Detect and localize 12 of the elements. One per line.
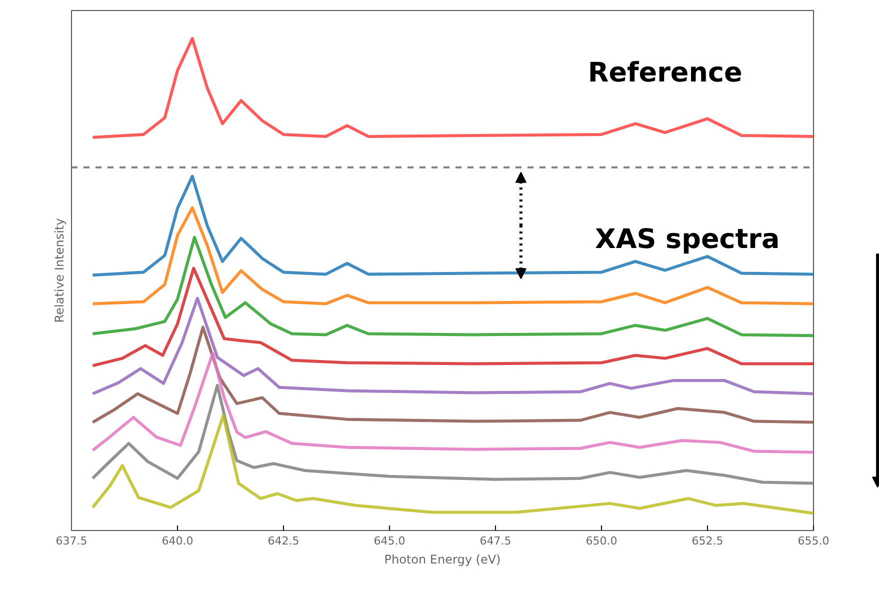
x-tick-label: 640.0 <box>162 534 194 548</box>
x-tick-label: 647.5 <box>480 534 512 548</box>
x-axis-title: Photon Energy (eV) <box>384 552 501 566</box>
annotation: Reference <box>588 57 742 88</box>
x-tick-label: 650.0 <box>586 534 618 548</box>
x-tick-label: 642.5 <box>268 534 300 548</box>
x-tick-label: 637.5 <box>56 534 88 548</box>
x-tick-label: 645.0 <box>374 534 406 548</box>
y-axis-title: Relative Intensity <box>52 218 66 323</box>
x-tick-label: 652.5 <box>692 534 724 548</box>
annotation: XAS spectra <box>595 224 780 255</box>
x-tick-label: 655.0 <box>798 534 830 548</box>
